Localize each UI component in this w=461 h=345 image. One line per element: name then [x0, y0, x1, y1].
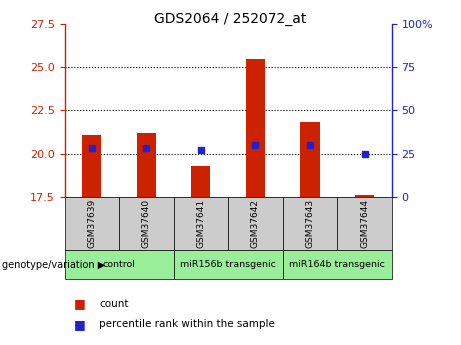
Bar: [355, 195, 374, 197]
Text: GSM37640: GSM37640: [142, 199, 151, 248]
Text: GSM37642: GSM37642: [251, 199, 260, 248]
Text: GSM37643: GSM37643: [306, 199, 314, 248]
Text: ■: ■: [74, 318, 85, 331]
Text: percentile rank within the sample: percentile rank within the sample: [99, 319, 275, 329]
Bar: [301, 122, 319, 197]
Bar: [137, 133, 156, 197]
Text: miR164b transgenic: miR164b transgenic: [290, 260, 385, 269]
Bar: [82, 135, 101, 197]
Text: GSM37641: GSM37641: [196, 199, 206, 248]
Text: GSM37639: GSM37639: [87, 199, 96, 248]
Bar: [246, 59, 265, 197]
Bar: [191, 166, 211, 197]
Text: GDS2064 / 252072_at: GDS2064 / 252072_at: [154, 12, 307, 26]
Text: miR156b transgenic: miR156b transgenic: [180, 260, 276, 269]
Text: ■: ■: [74, 297, 85, 310]
Text: count: count: [99, 299, 129, 308]
Text: genotype/variation ▶: genotype/variation ▶: [2, 260, 106, 270]
Text: GSM37644: GSM37644: [360, 199, 369, 248]
Text: control: control: [103, 260, 136, 269]
